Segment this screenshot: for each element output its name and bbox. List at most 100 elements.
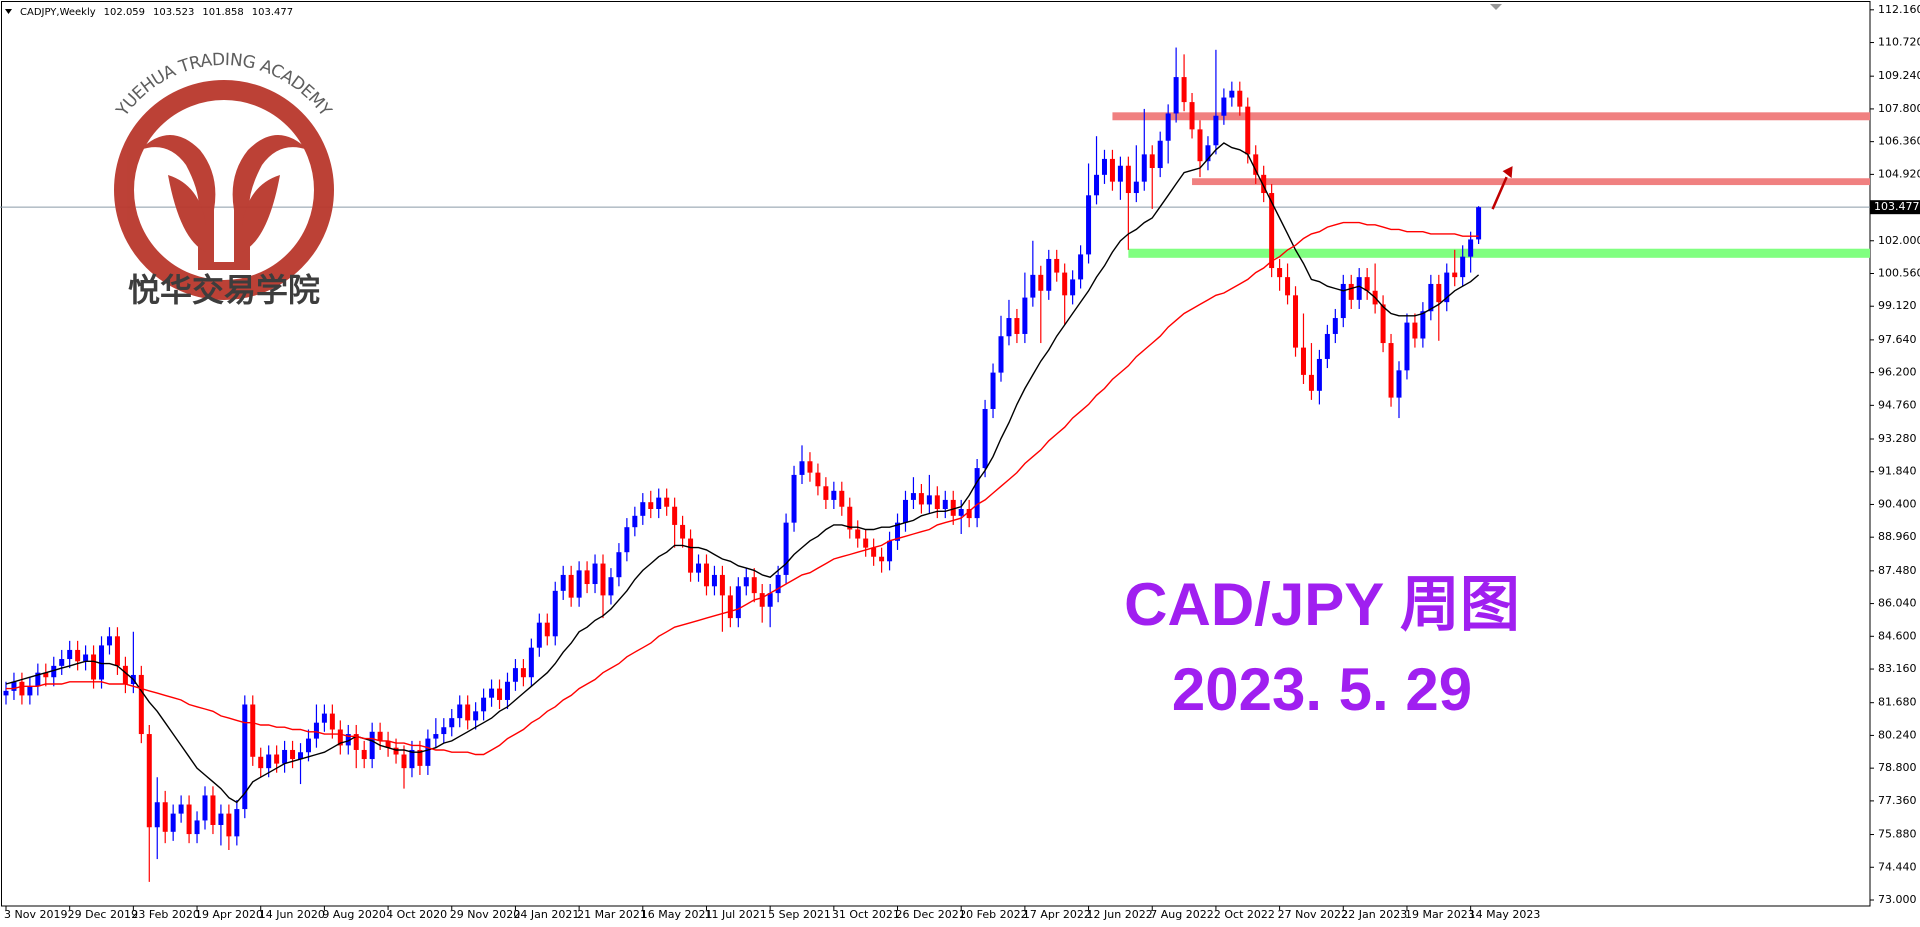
annotation-title: CAD/JPY 周图 [1124, 571, 1520, 638]
y-tick-label: 78.800 [1878, 761, 1917, 774]
logo-leaf [168, 175, 280, 252]
candle-body [361, 749, 367, 760]
candle-body [385, 740, 391, 748]
candle-body [855, 529, 861, 539]
candle-body [146, 734, 152, 828]
candle-body [1476, 207, 1482, 240]
candle-body [401, 754, 407, 769]
candle-body [1245, 106, 1251, 155]
candle-body [321, 713, 327, 723]
header-icon [5, 9, 12, 14]
annotation-date: 2023. 5. 29 [1172, 656, 1472, 723]
candle-body [1324, 333, 1330, 359]
candle-body [1348, 283, 1354, 300]
x-tick-label: 29 Nov 2020 [450, 908, 520, 921]
candle-body [727, 595, 733, 619]
candle-body [202, 795, 208, 821]
y-tick-label: 77.360 [1878, 794, 1917, 807]
candle-body [640, 502, 646, 516]
candle-body [35, 672, 41, 687]
candle-body [512, 668, 518, 682]
candle-body [122, 665, 128, 685]
candle-body [1117, 165, 1123, 182]
y-tick-label: 91.840 [1878, 465, 1917, 478]
y-tick-label: 109.240 [1878, 69, 1920, 82]
candle-body [1404, 322, 1410, 371]
candle-body [1181, 77, 1187, 103]
y-tick-label: 87.480 [1878, 564, 1917, 577]
candle-body [1428, 283, 1434, 312]
candle-body [576, 570, 582, 598]
zone [1112, 112, 1870, 121]
candle-body [1125, 165, 1131, 194]
candle-body [791, 474, 797, 523]
candle-body [409, 749, 415, 769]
candle-body [839, 490, 845, 507]
x-tick-label: 22 Jan 2023 [1341, 908, 1407, 921]
candle-body [266, 754, 272, 769]
candle-body [783, 522, 789, 575]
candle-body [1133, 181, 1139, 194]
candle-body [863, 538, 869, 548]
y-tick-label: 100.560 [1878, 266, 1920, 279]
candle-body [696, 563, 702, 573]
candle-body [1364, 277, 1370, 291]
candle-body [162, 802, 168, 832]
candle-body [393, 747, 399, 755]
candle-body [1173, 77, 1179, 114]
candle-body [966, 509, 972, 519]
candle-body [1014, 318, 1020, 334]
candle-body [1086, 195, 1092, 255]
candle-body [1253, 154, 1259, 175]
candle-body [624, 527, 630, 553]
candle-body [1356, 277, 1362, 300]
x-tick-label: 12 Jun 2022 [1087, 908, 1153, 921]
candle-body [337, 729, 343, 746]
candle-body [1094, 174, 1100, 196]
candle-body [831, 490, 837, 500]
y-tick-label: 74.440 [1878, 860, 1917, 873]
candle-body [1316, 358, 1322, 391]
candle-body [1261, 174, 1267, 194]
candle-body [703, 563, 709, 587]
candle-body [552, 590, 558, 637]
candle-body [767, 593, 773, 607]
candle-body [688, 538, 694, 573]
candle-body [544, 622, 550, 637]
candle-body [648, 502, 654, 510]
candle-body [520, 668, 526, 678]
candle-body [528, 647, 534, 678]
candle-body [19, 681, 25, 696]
candle-body [1101, 158, 1107, 175]
candle-body [449, 718, 455, 728]
candle-body [433, 734, 439, 739]
candle-body [1054, 258, 1060, 273]
candle-body [1308, 374, 1314, 391]
x-tick-label: 17 Apr 2022 [1023, 908, 1091, 921]
x-tick-label: 27 Nov 2022 [1278, 908, 1348, 921]
x-tick-label: 21 Mar 2021 [577, 908, 647, 921]
x-tick-label: 11 Jul 2021 [704, 908, 766, 921]
x-tick-label: 5 Sep 2021 [768, 908, 831, 921]
y-tick-label: 107.800 [1878, 102, 1920, 115]
candle-body [584, 570, 590, 585]
candle-body [1340, 283, 1346, 319]
candle-body [114, 636, 120, 666]
header-ohlc: 102.059 [104, 7, 145, 18]
x-tick-label: 2 Oct 2022 [1214, 908, 1275, 921]
header-ohlc: 103.477 [252, 7, 293, 18]
candle-body [425, 738, 431, 766]
candle-body [680, 524, 686, 539]
plot-frame [1, 1, 1871, 907]
candle-body [1452, 272, 1458, 278]
candle-body [799, 461, 805, 475]
candle-body [815, 472, 821, 487]
candle-body [154, 802, 160, 828]
y-tick-label: 83.160 [1878, 662, 1917, 675]
x-tick-label: 14 May 2023 [1469, 908, 1541, 921]
logo-cn: 悦华交易学院 [128, 271, 320, 309]
price-label: 103.477 [1874, 200, 1920, 213]
candle-body [186, 804, 192, 835]
candle-body [847, 506, 853, 530]
